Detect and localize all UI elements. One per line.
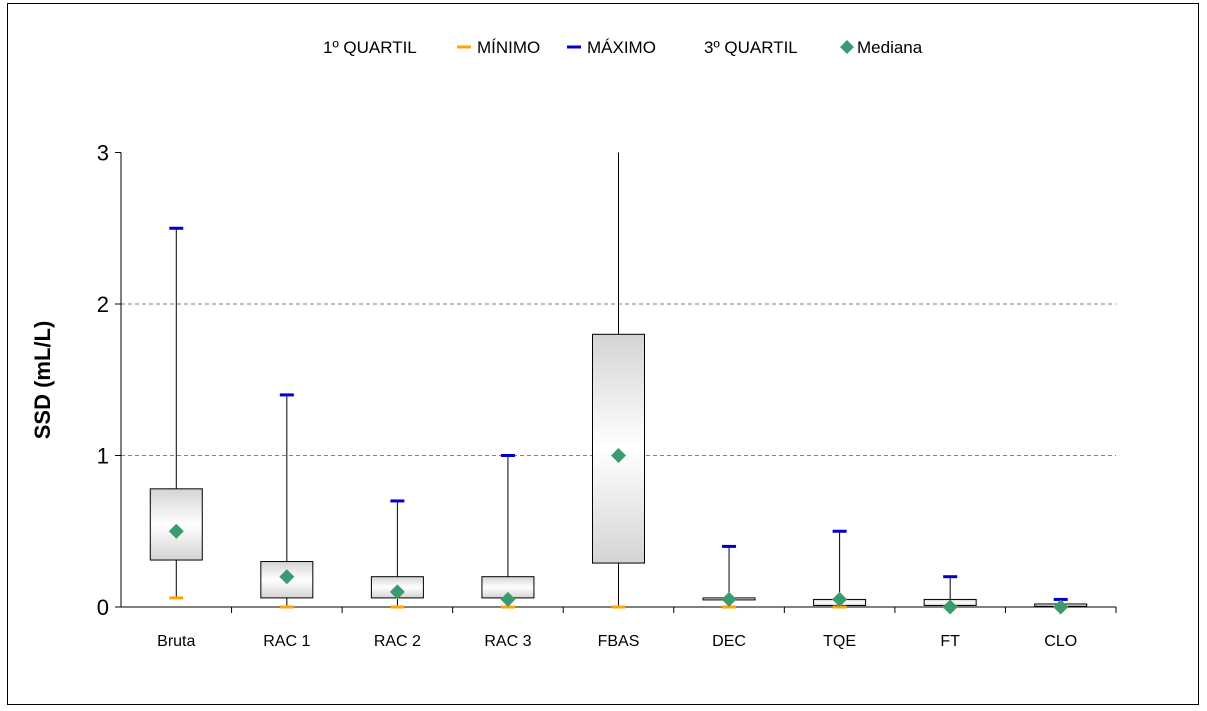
x-tick-label-rac-3: RAC 3: [484, 633, 531, 650]
median-marker-ft: [942, 599, 958, 615]
median-marker-fbas: [611, 448, 626, 463]
box-dec: [702, 544, 756, 609]
box-rac-1: [260, 393, 314, 609]
y-axis-label: SSD (mL/L): [30, 321, 55, 440]
legend-max-label: MÁXIMO: [587, 38, 656, 57]
legend-q1-label: 1º QUARTIL: [323, 38, 417, 57]
box-clo: [1034, 597, 1088, 615]
median-marker-bruta: [168, 523, 184, 539]
legend: 1º QUARTIL MÍNIMO MÁXIMO 3º QUARTIL Medi…: [323, 38, 923, 57]
plot-area: [149, 152, 1088, 615]
x-tick-label-bruta: Bruta: [157, 633, 195, 650]
legend-median-label: Mediana: [857, 38, 923, 57]
x-tick-label-rac-2: RAC 2: [374, 633, 421, 650]
y-tick-label-2: 2: [97, 292, 109, 317]
median-marker-clo: [1053, 599, 1069, 615]
x-tick-label-tqe: TQE: [823, 633, 856, 650]
legend-q3-label: 3º QUARTIL: [704, 38, 798, 57]
y-tick-label-0: 0: [97, 595, 109, 620]
x-tick-label-ft: FT: [940, 633, 960, 650]
box-rac-3: [481, 454, 535, 609]
box-ft: [923, 575, 977, 615]
legend-median-marker: [840, 40, 854, 54]
box-tqe: [813, 529, 867, 609]
x-tick-label-rac-1: RAC 1: [263, 633, 310, 650]
median-marker-rac-2: [389, 584, 405, 600]
median-marker-tqe: [832, 591, 848, 607]
median-marker-rac-1: [279, 569, 295, 585]
x-tick-label-fbas: FBAS: [598, 633, 640, 650]
legend-min-label: MÍNIMO: [477, 38, 540, 57]
axes: 0 1 2 3 Bruta RAC 1 RAC 2 RAC 3 FBAS DEC TQE FT CLO: [97, 141, 1117, 650]
y-tick-label-1: 1: [97, 444, 109, 469]
x-tick-label-dec: DEC: [712, 633, 746, 650]
box-bruta: [149, 226, 203, 600]
y-tick-label-3: 3: [97, 141, 109, 166]
box-fbas: [592, 152, 645, 609]
median-marker-rac-3: [500, 591, 516, 607]
x-tick-label-clo: CLO: [1044, 633, 1077, 650]
median-marker-dec: [721, 591, 737, 607]
box-rac-2: [370, 499, 424, 609]
